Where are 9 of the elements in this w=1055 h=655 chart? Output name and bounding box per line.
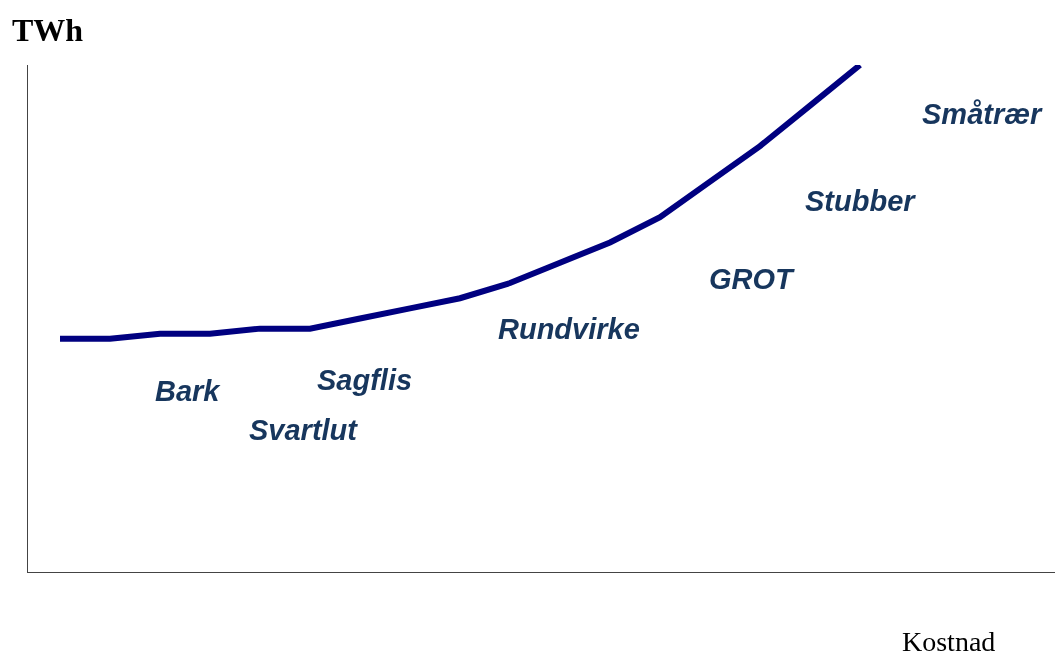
annotation: Sagflis [317,364,413,396]
y-axis-title: TWh [12,12,84,48]
annotation: Stubber [805,185,917,217]
annotation: Bark [155,375,222,407]
annotation: GROT [709,263,796,295]
annotation: Rundvirke [498,313,640,345]
text: Småtrær [922,98,1043,130]
x-axis-title: Kostnad [902,626,996,655]
annotation: Svartlut [249,414,359,446]
